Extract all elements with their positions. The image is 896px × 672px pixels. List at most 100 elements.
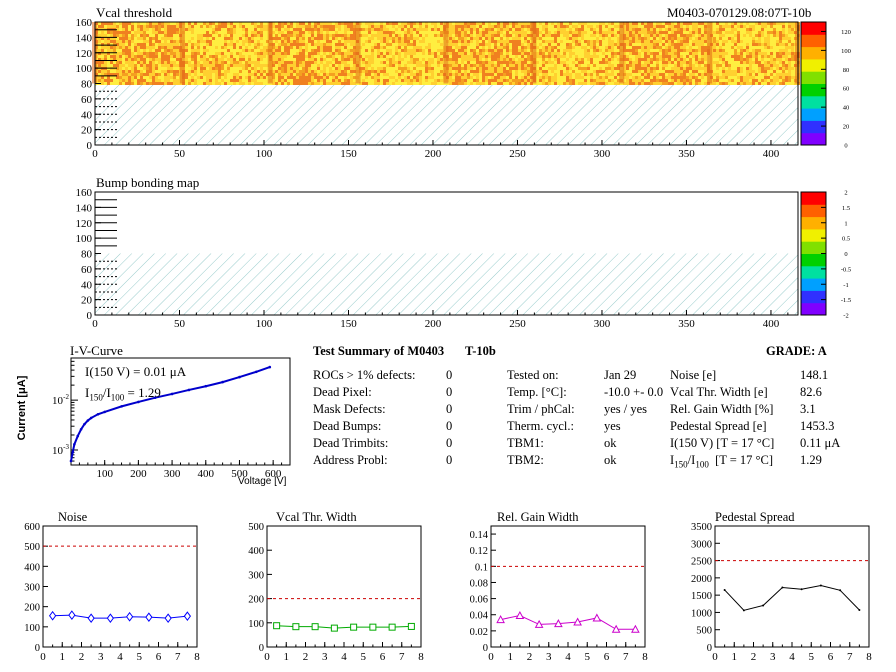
heatmap-cell — [212, 52, 215, 55]
heatmap-cell — [425, 79, 428, 82]
heatmap-cell — [581, 28, 584, 31]
heatmap-cell — [578, 67, 581, 70]
heatmap-cell — [503, 31, 506, 34]
heatmap-cell — [401, 58, 404, 61]
heatmap-cell — [638, 61, 641, 64]
heatmap-cell — [524, 31, 527, 34]
heatmap-cell — [341, 49, 344, 52]
heatmap-cell — [500, 67, 503, 70]
heatmap-cell — [587, 64, 590, 67]
heatmap-cell — [626, 52, 629, 55]
heatmap-cell — [278, 40, 281, 43]
heatmap-cell — [650, 22, 653, 25]
heatmap-cell — [734, 52, 737, 55]
heatmap-cell — [323, 31, 326, 34]
heatmap-cell — [104, 40, 107, 43]
heatmap-cell — [770, 61, 773, 64]
heatmap-cell — [677, 79, 680, 82]
heatmap-cell — [602, 79, 605, 82]
heatmap-cell — [746, 22, 749, 25]
heatmap-cell — [380, 28, 383, 31]
heatmap-cell — [239, 43, 242, 46]
heatmap-cell — [353, 58, 356, 61]
heatmap-cell — [98, 43, 101, 46]
heatmap-cell — [791, 58, 794, 61]
heatmap-cell — [581, 52, 584, 55]
heatmap-cell — [473, 61, 476, 64]
heatmap-cell — [335, 25, 338, 28]
heatmap-cell — [644, 43, 647, 46]
heatmap-cell — [350, 82, 353, 85]
heatmap-cell — [740, 73, 743, 76]
heatmap-cell — [569, 82, 572, 85]
heatmap-cell — [140, 82, 143, 85]
heatmap-cell — [122, 28, 125, 31]
heatmap-cell — [266, 64, 269, 67]
heatmap-cell — [137, 25, 140, 28]
heatmap-cell — [119, 31, 122, 34]
heatmap-cell — [212, 73, 215, 76]
heatmap-cell — [110, 25, 113, 28]
heatmap-cell — [623, 79, 626, 82]
heatmap-cell — [524, 58, 527, 61]
heatmap-cell — [254, 22, 257, 25]
heatmap-cell — [749, 64, 752, 67]
heatmap-cell — [329, 34, 332, 37]
heatmap-cell — [227, 37, 230, 40]
heatmap-cell — [602, 22, 605, 25]
heatmap-cell — [104, 52, 107, 55]
heatmap-cell — [623, 58, 626, 61]
heatmap-cell — [212, 70, 215, 73]
heatmap-cell — [413, 34, 416, 37]
heatmap-cell — [605, 52, 608, 55]
heatmap-cell — [380, 61, 383, 64]
heatmap-cell — [455, 73, 458, 76]
heatmap-cell — [137, 82, 140, 85]
heatmap-cell — [731, 46, 734, 49]
heatmap-cell — [371, 46, 374, 49]
heatmap-cell — [200, 70, 203, 73]
heatmap-cell — [110, 61, 113, 64]
heatmap-cell — [503, 43, 506, 46]
heatmap-cell — [758, 49, 761, 52]
heatmap-cell — [242, 64, 245, 67]
heatmap-cell — [782, 22, 785, 25]
heatmap-cell — [383, 79, 386, 82]
heatmap-cell — [272, 64, 275, 67]
heatmap-cell — [470, 76, 473, 79]
heatmap-cell — [245, 58, 248, 61]
heatmap-cell — [158, 49, 161, 52]
heatmap-cell — [692, 46, 695, 49]
heatmap-cell — [659, 67, 662, 70]
heatmap-cell — [788, 31, 791, 34]
heatmap-cell — [311, 76, 314, 79]
heatmap-cell — [458, 28, 461, 31]
heatmap-cell — [395, 49, 398, 52]
heatmap-cell — [275, 76, 278, 79]
x-tick-label: 400 — [763, 148, 780, 160]
heatmap-cell — [218, 55, 221, 58]
heatmap-cell — [743, 31, 746, 34]
heatmap-cell — [386, 61, 389, 64]
heatmap-cell — [440, 73, 443, 76]
heatmap-cell — [293, 73, 296, 76]
heatmap-cell — [260, 55, 263, 58]
heatmap-cell — [512, 46, 515, 49]
heatmap-cell — [662, 25, 665, 28]
heatmap-cell — [308, 43, 311, 46]
heatmap-cell — [701, 70, 704, 73]
heatmap-cell — [260, 37, 263, 40]
heatmap-cell — [260, 73, 263, 76]
heatmap-cell — [98, 40, 101, 43]
heatmap-cell — [329, 40, 332, 43]
heatmap-cell — [224, 43, 227, 46]
heatmap-cell — [623, 55, 626, 58]
heatmap-cell — [266, 58, 269, 61]
heatmap-cell — [671, 31, 674, 34]
heatmap-cell — [323, 64, 326, 67]
heatmap-cell — [386, 31, 389, 34]
heatmap-cell — [230, 37, 233, 40]
heatmap-cell — [311, 55, 314, 58]
heatmap-cell — [125, 22, 128, 25]
heatmap-cell — [296, 49, 299, 52]
